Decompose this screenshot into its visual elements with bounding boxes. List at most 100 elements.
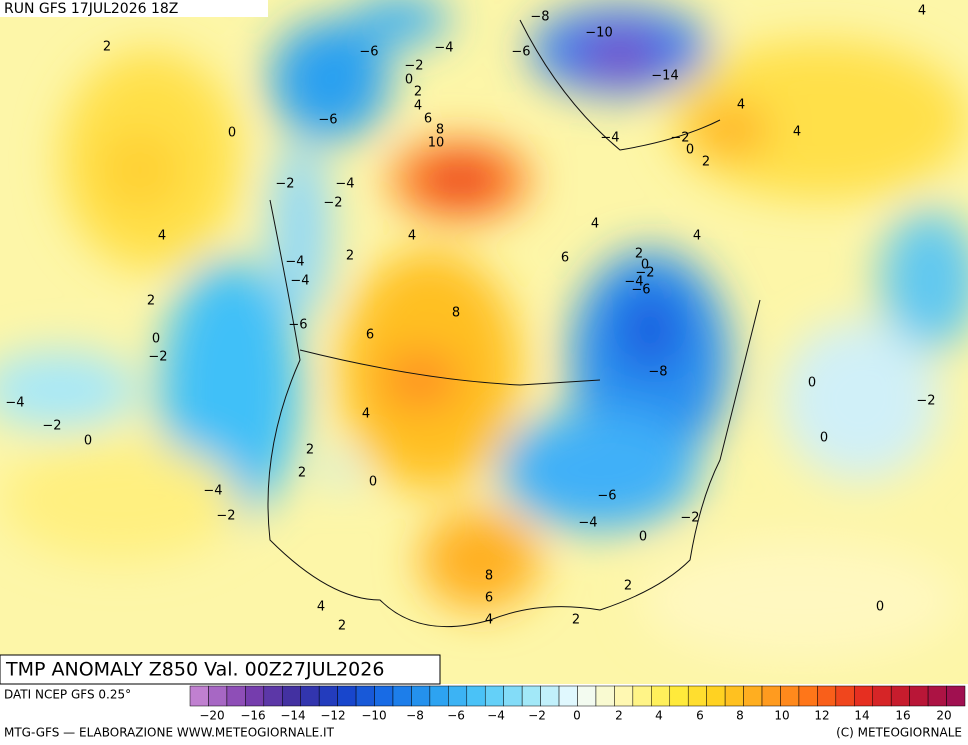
contour-label: 2 [414, 85, 422, 100]
contour-label: −4 [434, 41, 453, 56]
colorbar-box [318, 685, 338, 707]
contour-label: 4 [362, 407, 370, 422]
colorbar-box [374, 685, 394, 707]
colorbar [189, 685, 966, 707]
colorbar-box [780, 685, 800, 707]
shade-blob [500, 410, 700, 530]
contour-label: −4 [285, 255, 304, 270]
colorbar-ticks: −20 −16 −14 −12 −10 −8 −6 −4 −2 0 2 4 6 8 10 12 14 16 20 [199, 709, 951, 723]
contour-label: 2 [572, 613, 580, 628]
colorbar-box [595, 685, 615, 707]
footer-left: MTG-GFS — ELABORAZIONE WWW.METEOGIORNALE… [4, 726, 335, 740]
shade-blob [420, 160, 500, 200]
colorbar-tick-label: −14 [280, 709, 305, 723]
colorbar-box [521, 685, 541, 707]
contour-label: −2 [635, 266, 654, 281]
source-label: DATI NCEP GFS 0.25° [4, 688, 131, 702]
colorbar-box [226, 685, 246, 707]
colorbar-box [484, 685, 504, 707]
colorbar-box [245, 685, 265, 707]
shade-blob [575, 35, 665, 75]
colorbar-box [669, 685, 689, 707]
contour-label: −10 [585, 26, 612, 41]
contour-label: 0 [639, 530, 647, 545]
contour-label: 4 [918, 4, 926, 19]
colorbar-tick-label: 0 [573, 709, 581, 723]
contour-label: 2 [702, 155, 710, 170]
contour-label: −6 [318, 113, 337, 128]
contour-label: 0 [228, 126, 236, 141]
contour-label: −4 [203, 484, 222, 499]
colorbar-box [632, 685, 652, 707]
colorbar-box [706, 685, 726, 707]
contour-label: −2 [680, 511, 699, 526]
contour-label: 4 [793, 125, 801, 140]
contour-label: −4 [335, 177, 354, 192]
contour-label: 8 [485, 569, 493, 584]
contour-label: 2 [346, 249, 354, 264]
contour-label: 0 [405, 73, 413, 88]
contour-label: 4 [158, 229, 166, 244]
contour-label: 4 [414, 99, 422, 114]
colorbar-box [300, 685, 320, 707]
contour-label: −6 [631, 283, 650, 298]
colorbar-box [577, 685, 597, 707]
contour-label: 2 [103, 40, 111, 55]
colorbar-tick-label: 12 [814, 709, 829, 723]
footer-right: (C) METEOGIORNALE [836, 726, 962, 740]
header-box [0, 0, 268, 17]
colorbar-tick-label: −20 [199, 709, 224, 723]
colorbar-box [798, 685, 818, 707]
contour-label: 6 [561, 251, 569, 266]
shade-blob [780, 320, 940, 480]
colorbar-tick-label: 20 [936, 709, 951, 723]
contour-label: 0 [369, 475, 377, 490]
shade-blob [270, 140, 330, 320]
colorbar-box [558, 685, 578, 707]
colorbar-box [355, 685, 375, 707]
contour-label: −6 [288, 318, 307, 333]
contour-label: 4 [591, 217, 599, 232]
colorbar-box [429, 685, 449, 707]
contour-label: 0 [876, 600, 884, 615]
contour-label: 4 [485, 613, 493, 628]
contour-label: 6 [366, 328, 374, 343]
contour-label: −8 [530, 10, 549, 25]
shade-blob [690, 105, 770, 155]
contour-label: 0 [686, 143, 694, 158]
colorbar-box [337, 685, 357, 707]
contour-label: 8 [452, 306, 460, 321]
contour-label: 10 [428, 136, 445, 151]
contour-label: 6 [424, 112, 432, 127]
contour-label: 2 [147, 294, 155, 309]
colorbar-box [854, 685, 873, 707]
run-label: RUN GFS 17JUL2026 18Z [4, 1, 178, 17]
colorbar-box [466, 685, 486, 707]
contour-label: −4 [600, 131, 619, 146]
colorbar-box [761, 685, 781, 707]
shade-blob [670, 40, 968, 200]
shade-blob [100, 130, 180, 210]
contour-label: 4 [317, 600, 325, 615]
colorbar-box [817, 685, 837, 707]
colorbar-box [263, 685, 283, 707]
contour-label: 0 [808, 376, 816, 391]
colorbar-tick-label: 2 [615, 709, 623, 723]
shade-blob [880, 210, 968, 350]
colorbar-box [448, 685, 468, 707]
coastlines [267, 19, 761, 628]
colorbar-tick-label: −8 [406, 709, 424, 723]
shade-blob [380, 350, 460, 410]
contour-label: −6 [359, 45, 378, 60]
shade-blob [320, 455, 360, 485]
colorbar-box [651, 685, 671, 707]
colorbar-box [724, 685, 744, 707]
contour-label: −2 [404, 59, 423, 74]
colorbar-tick-label: 6 [696, 709, 704, 723]
colorbar-box [909, 685, 929, 707]
contour-label: −2 [216, 509, 235, 524]
colorbar-box [872, 685, 892, 707]
